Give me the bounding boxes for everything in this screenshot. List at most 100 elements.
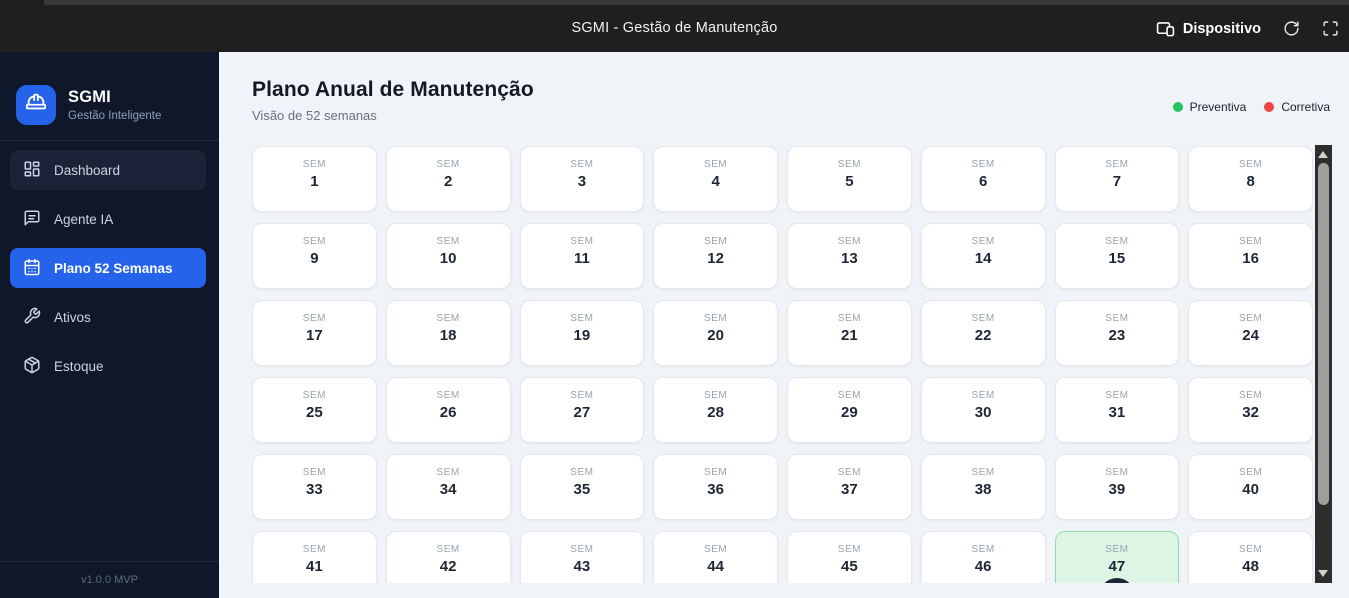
week-card-15[interactable]: SEM 15 [1054,223,1180,289]
week-card-33[interactable]: SEM 33 [252,454,377,520]
week-card-20[interactable]: SEM 20 [653,300,778,366]
week-card-4[interactable]: SEM 4 [653,146,778,212]
week-card-16[interactable]: SEM 16 [1188,223,1313,289]
app-logo [16,84,56,125]
weeks-grid-wrapper: SEM 1 SEM 2 SEM 3 SEM 4 SEM 5 SEM 6 SEM 7 SEM 8 SEM 9 SEM 1… [252,145,1349,583]
corretiva-dot [1264,101,1275,112]
week-card-8[interactable]: SEM 8 [1188,146,1313,212]
week-card-25[interactable]: SEM 25 [252,377,377,443]
week-card-14[interactable]: SEM 14 [920,223,1046,289]
week-card-19[interactable]: SEM 19 [519,300,645,366]
week-card-41[interactable]: SEM 41 [252,531,377,583]
week-card-46[interactable]: SEM 46 [920,531,1046,583]
week-card-45[interactable]: SEM 45 [787,531,912,583]
refresh-button[interactable] [1283,20,1300,37]
wrench-icon [23,307,41,328]
week-card-39[interactable]: SEM 39 [1054,454,1180,520]
titlebar-actions: Dispositivo [1156,5,1339,52]
week-card-1[interactable]: SEM 1 [252,146,377,212]
sidebar-item-label: Dashboard [54,162,121,178]
week-card-26[interactable]: SEM 26 [385,377,511,443]
week-card-47[interactable]: SEM 47 [1054,531,1180,583]
week-card-7[interactable]: SEM 7 [1054,146,1180,212]
week-card-6[interactable]: SEM 6 [920,146,1046,212]
week-card-13[interactable]: SEM 13 [787,223,912,289]
week-number: 2 [443,173,453,190]
week-card-23[interactable]: SEM 23 [1054,300,1180,366]
week-card-3[interactable]: SEM 3 [519,146,645,212]
week-label: SEM [971,390,995,401]
week-label: SEM [570,159,594,170]
package-icon [23,356,41,377]
week-card-44[interactable]: SEM 44 [653,531,778,583]
week-card-28[interactable]: SEM 28 [653,377,778,443]
week-card-42[interactable]: SEM 42 [385,531,511,583]
week-label: SEM [1105,159,1129,170]
titlebar: SGMI - Gestão de Manutenção Dispositivo [0,0,1349,52]
fullscreen-icon [1322,20,1339,37]
week-label: SEM [971,467,995,478]
week-card-11[interactable]: SEM 11 [519,223,645,289]
page-title: Plano Anual de Manutenção [252,78,534,101]
sidebar-item-label: Agente IA [54,211,114,227]
week-card-27[interactable]: SEM 27 [519,377,645,443]
week-card-5[interactable]: SEM 5 [787,146,912,212]
legend-label: Preventiva [1189,99,1247,114]
week-card-9[interactable]: SEM 9 [252,223,377,289]
scroll-down-arrow[interactable] [1318,570,1328,577]
week-card-12[interactable]: SEM 12 [653,223,778,289]
week-card-31[interactable]: SEM 31 [1054,377,1180,443]
week-label: SEM [570,390,594,401]
week-card-35[interactable]: SEM 35 [519,454,645,520]
week-label: SEM [1239,313,1263,324]
week-label: SEM [837,159,861,170]
week-number: 45 [841,558,858,575]
fullscreen-button[interactable] [1322,20,1339,37]
week-card-30[interactable]: SEM 30 [920,377,1046,443]
week-label: SEM [1239,467,1263,478]
device-button[interactable]: Dispositivo [1156,19,1261,38]
week-card-10[interactable]: SEM 10 [385,223,511,289]
sidebar-item-estoque[interactable]: Estoque [10,346,206,386]
week-label: SEM [436,159,460,170]
week-label: SEM [302,313,326,324]
week-card-22[interactable]: SEM 22 [920,300,1046,366]
week-number: 19 [573,327,591,344]
week-label: SEM [837,390,861,401]
week-number: 15 [1108,250,1126,267]
sidebar-item-agente-ia[interactable]: Agente IA [10,199,206,239]
sidebar-item-ativos[interactable]: Ativos [10,297,206,337]
scroll-up-arrow[interactable] [1318,151,1328,158]
week-card-43[interactable]: SEM 43 [519,531,645,583]
week-card-24[interactable]: SEM 24 [1188,300,1313,366]
sidebar-item-plano-52-semanas[interactable]: Plano 52 Semanas [10,248,206,288]
scrollbar[interactable] [1315,145,1332,583]
week-number: 40 [1242,481,1259,498]
week-number: 47 [1108,558,1126,575]
sidebar-item-dashboard[interactable]: Dashboard [10,150,206,190]
week-card-21[interactable]: SEM 21 [787,300,912,366]
week-number: 14 [974,250,992,267]
week-card-40[interactable]: SEM 40 [1188,454,1313,520]
week-number: 1 [310,173,319,190]
week-label: SEM [704,467,728,478]
week-card-18[interactable]: SEM 18 [385,300,511,366]
week-card-48[interactable]: SEM 48 [1188,531,1313,583]
legend-label: Corretiva [1281,99,1330,114]
week-number: 7 [1112,173,1122,190]
main-content: Plano Anual de Manutenção Visão de 52 se… [219,52,1349,598]
week-label: SEM [837,313,861,324]
week-label: SEM [837,236,861,247]
week-card-17[interactable]: SEM 17 [252,300,377,366]
scrollbar-thumb[interactable] [1318,163,1329,505]
week-card-36[interactable]: SEM 36 [653,454,778,520]
week-card-29[interactable]: SEM 29 [787,377,912,443]
week-card-34[interactable]: SEM 34 [385,454,511,520]
week-number: 38 [974,481,992,498]
week-card-2[interactable]: SEM 2 [385,146,511,212]
week-card-37[interactable]: SEM 37 [787,454,912,520]
week-card-38[interactable]: SEM 38 [920,454,1046,520]
weeks-grid: SEM 1 SEM 2 SEM 3 SEM 4 SEM 5 SEM 6 SEM 7 SEM 8 SEM 9 SEM 1… [252,146,1313,583]
week-label: SEM [1105,467,1129,478]
week-card-32[interactable]: SEM 32 [1188,377,1313,443]
